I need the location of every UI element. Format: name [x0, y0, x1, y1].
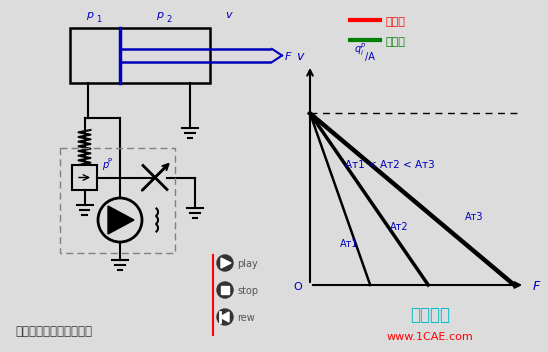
Text: stop: stop	[237, 286, 258, 296]
Text: p: p	[87, 10, 94, 20]
Text: 2: 2	[166, 15, 171, 24]
Text: Aᴛ1 < Aᴛ2 < Aᴛ3: Aᴛ1 < Aᴛ2 < Aᴛ3	[345, 161, 435, 170]
Polygon shape	[221, 258, 231, 268]
Circle shape	[217, 282, 233, 298]
Text: O: O	[294, 282, 302, 292]
Circle shape	[217, 255, 233, 271]
Text: p: p	[156, 10, 163, 20]
Polygon shape	[108, 206, 134, 234]
Bar	[70, 28, 210, 83]
Text: Aᴛ2: Aᴛ2	[390, 222, 409, 232]
Text: v: v	[296, 50, 304, 63]
Text: 仿真在线: 仿真在线	[410, 306, 450, 324]
Text: $q_i^p$: $q_i^p$	[353, 42, 366, 58]
Text: 回油路: 回油路	[385, 37, 405, 47]
Text: Aᴛ1: Aᴛ1	[340, 239, 358, 249]
Text: F: F	[285, 52, 292, 63]
Text: v: v	[225, 10, 232, 20]
Text: P: P	[107, 158, 111, 164]
Text: F: F	[533, 281, 540, 294]
Bar	[60, 148, 175, 253]
Text: 1: 1	[96, 15, 101, 24]
Text: p: p	[102, 160, 109, 170]
Text: Aᴛ3: Aᴛ3	[465, 212, 483, 222]
Bar	[221, 286, 229, 294]
Text: 节流阀旁路节流调速回路: 节流阀旁路节流调速回路	[15, 325, 92, 338]
Polygon shape	[220, 312, 229, 322]
Text: 进油路: 进油路	[385, 17, 405, 27]
Text: play: play	[237, 259, 258, 269]
Bar	[72, 165, 97, 190]
Circle shape	[217, 309, 233, 325]
Text: rew: rew	[237, 313, 255, 323]
Text: www.1CAE.com: www.1CAE.com	[387, 332, 473, 342]
Text: /A: /A	[365, 52, 375, 62]
